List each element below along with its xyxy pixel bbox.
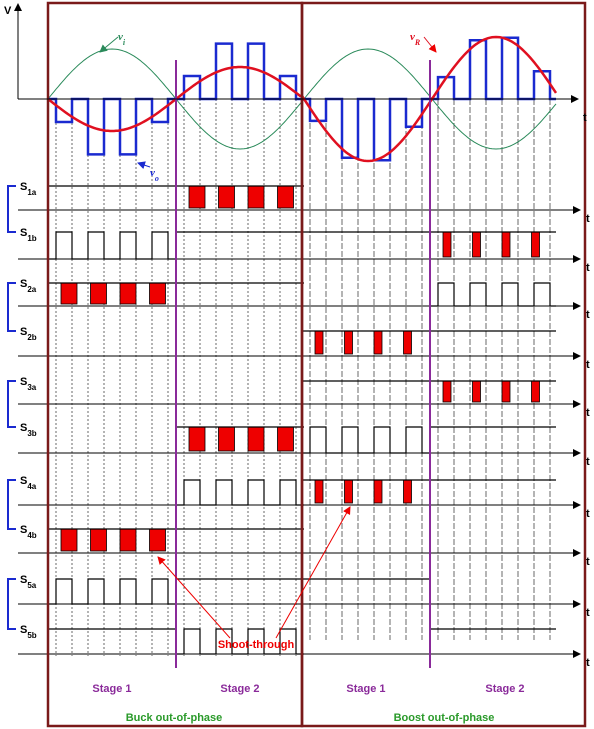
t-label: t: [586, 556, 590, 568]
shoot-through-label: Shoot-through: [218, 639, 295, 651]
shoot-through-pulse: [218, 426, 235, 452]
t-label: t: [586, 607, 590, 619]
stage-label: Stage 2: [485, 683, 524, 695]
shoot-through-pulse: [442, 380, 452, 403]
shoot-through-pulse: [442, 231, 452, 258]
signal-label: S5a: [20, 574, 37, 590]
pair-bracket: [7, 185, 16, 233]
shoot-through-pulse: [373, 330, 383, 355]
shoot-through-pulse: [373, 479, 383, 504]
shoot-through-pulse: [149, 282, 166, 305]
shoot-through-pulse: [247, 185, 265, 209]
t-label: t: [586, 657, 590, 669]
waves: [47, 35, 558, 655]
shoot-through-pulse: [277, 185, 294, 209]
signal-label: S3b: [20, 422, 37, 438]
shoot-through-pulse: [531, 380, 540, 403]
wave-label: vo: [150, 167, 159, 183]
shoot-through-pulse: [277, 426, 294, 452]
signal-label: S2a: [20, 278, 37, 294]
switch-signal: [176, 426, 556, 454]
shoot-through-pulse: [531, 231, 540, 258]
v-label: V: [4, 5, 12, 17]
switch-signal: [48, 628, 556, 655]
t-label: t: [583, 112, 587, 124]
wave-label: vR: [410, 31, 421, 47]
signal-label: S4a: [20, 475, 37, 491]
t-label: t: [586, 262, 590, 274]
shoot-through-pulse: [119, 528, 137, 552]
shoot-through-pulse: [90, 282, 107, 305]
t-label: t: [586, 456, 590, 468]
pair-bracket: [7, 380, 16, 428]
shoot-through-pulse: [472, 380, 481, 403]
signal-label: S2b: [20, 326, 37, 342]
wave-label: vi: [118, 31, 126, 47]
shoot-through-pulse: [149, 528, 166, 552]
shoot-through-pulse: [403, 479, 412, 504]
signal-label: S1b: [20, 227, 37, 243]
stage-label: Stage 1: [92, 683, 131, 695]
label-arrow: [99, 36, 119, 53]
stage-label: Stage 2: [220, 683, 259, 695]
switch-signal: [48, 578, 430, 605]
shoot-through-pulse: [472, 231, 481, 258]
shoot-through-pulse: [188, 426, 206, 452]
shoot-through-pulse: [119, 282, 137, 305]
shoot-through-pulse: [344, 479, 353, 504]
shoot-through-pulse: [90, 528, 107, 552]
pair-bracket: [7, 578, 16, 630]
pair-bracket: [7, 479, 16, 530]
switch-signal: [176, 479, 556, 506]
switch-signal: [48, 282, 556, 307]
shoot-through-pulse: [501, 380, 511, 403]
t-label: t: [586, 309, 590, 321]
label-arrow: [423, 36, 437, 53]
shoot-through-pulse: [218, 185, 235, 209]
switch-signal: [48, 231, 556, 260]
shoot-through-pulse: [314, 330, 324, 355]
pair-bracket: [7, 282, 16, 332]
signal-label: S1a: [20, 181, 37, 197]
boost-box: [300, 1, 587, 728]
mode-label: Boost out-of-phase: [394, 712, 495, 724]
signal-label: S4b: [20, 524, 37, 540]
mode-label: Buck out-of-phase: [126, 712, 223, 724]
shoot-through-pulse: [501, 231, 511, 258]
signal-label: S5b: [20, 624, 37, 640]
t-label: t: [586, 359, 590, 371]
shoot-through-pulse: [314, 479, 324, 504]
shoot-through-pulse: [60, 528, 78, 552]
signal-label: S3a: [20, 376, 37, 392]
edge-lines: [18, 99, 581, 658]
shoot-through-pulse: [344, 330, 353, 355]
stage-label: Stage 1: [346, 683, 385, 695]
t-label: t: [586, 213, 590, 225]
shoot-through-pulse: [403, 330, 412, 355]
shoot-through-pulse: [247, 426, 265, 452]
label-arrow: [137, 161, 151, 170]
annotation-arrow: [275, 506, 351, 639]
t-label: t: [586, 407, 590, 419]
annotation-arrow: [157, 556, 231, 639]
t-label: t: [586, 508, 590, 520]
shoot-through-pulse: [60, 282, 78, 305]
shoot-through-pulse: [188, 185, 206, 209]
